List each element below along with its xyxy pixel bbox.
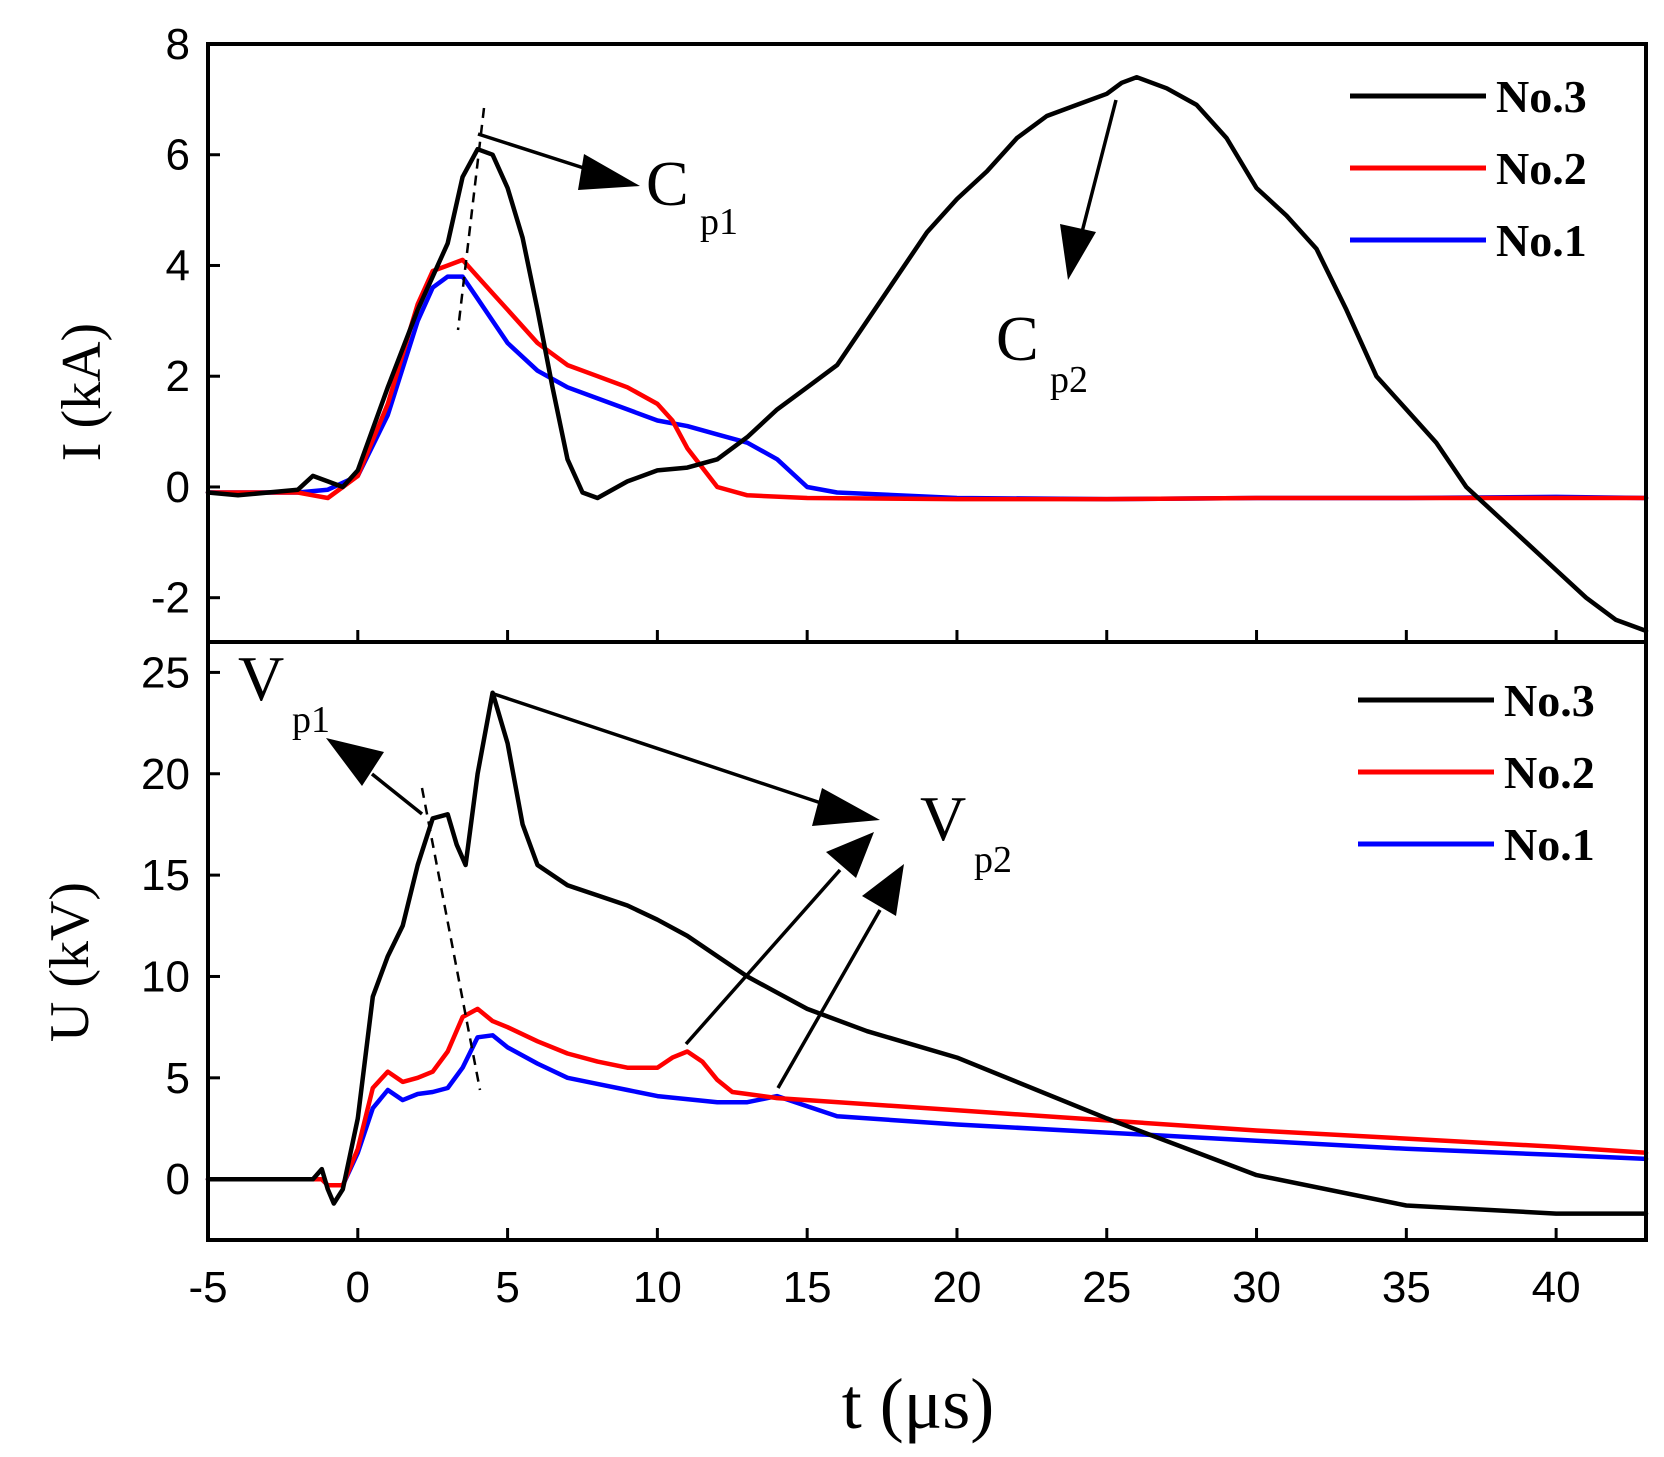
legend-label-no2: No.2 bbox=[1496, 143, 1587, 194]
current-panel-ytick-labels: -2 0 2 4 6 8 bbox=[151, 20, 190, 623]
xtick-label: -5 bbox=[188, 1263, 227, 1312]
current-ytick-label: 8 bbox=[166, 20, 190, 69]
voltage-panel: 0 5 10 15 20 25 -5 0 5 10 15 20 25 30 35 40 V p1 V bbox=[39, 640, 1649, 1312]
xtick-label: 25 bbox=[1082, 1263, 1131, 1312]
current-panel-frame bbox=[206, 42, 1648, 644]
voltage-ytick-label: 0 bbox=[166, 1155, 190, 1204]
cp1-label-sub: p1 bbox=[700, 201, 738, 243]
current-ytick-label: 6 bbox=[166, 131, 190, 180]
cp2-label-main: C bbox=[996, 303, 1039, 374]
vp2-arrow-from-no1 bbox=[776, 864, 904, 1089]
voltage-ytick-label: 20 bbox=[141, 750, 190, 799]
current-panel-series bbox=[205, 74, 1649, 634]
current-series-no1 bbox=[205, 274, 1649, 502]
voltage-panel-ytick-labels: 0 5 10 15 20 25 bbox=[141, 648, 190, 1204]
xtick-label: 35 bbox=[1382, 1263, 1431, 1312]
xtick-label: 0 bbox=[346, 1263, 370, 1312]
x-axis-title: t (μs) bbox=[842, 1364, 995, 1444]
voltage-series-no3 bbox=[205, 690, 1649, 1216]
current-ytick-label: 2 bbox=[166, 352, 190, 401]
current-panel: -2 0 2 4 6 8 C p1 C p2 No.3 No.2 No.1 bbox=[51, 20, 1649, 644]
vp2-label: V p2 bbox=[920, 783, 1012, 881]
voltage-legend: No.3 No.2 No.1 bbox=[1358, 675, 1595, 870]
current-ytick-label: 0 bbox=[166, 463, 190, 512]
xtick-label: 30 bbox=[1232, 1263, 1281, 1312]
current-ytick-label: 4 bbox=[166, 241, 190, 290]
xtick-label: 5 bbox=[495, 1263, 519, 1312]
cp1-label: C p1 bbox=[646, 148, 738, 243]
vp2-arrow-from-no2 bbox=[684, 832, 874, 1046]
vp1-label: V p1 bbox=[238, 643, 330, 741]
voltage-ytick-label: 25 bbox=[141, 648, 190, 697]
voltage-panel-series bbox=[205, 690, 1649, 1216]
legend-label-no1: No.1 bbox=[1496, 215, 1587, 266]
voltage-axis-title: U (kV) bbox=[39, 882, 101, 1042]
vp2-arrow-from-no3 bbox=[493, 692, 880, 826]
current-series-no3 bbox=[205, 74, 1649, 634]
cp1-arrow bbox=[477, 132, 640, 190]
voltage-ytick-label: 5 bbox=[166, 1054, 190, 1103]
current-axis-title: I (kA) bbox=[51, 323, 113, 461]
voltage-panel-frame bbox=[206, 640, 1648, 1242]
current-ytick-label: -2 bbox=[151, 574, 190, 623]
xtick-label: 10 bbox=[633, 1263, 682, 1312]
current-legend: No.3 No.2 No.1 bbox=[1350, 71, 1587, 266]
xtick-label: 20 bbox=[932, 1263, 981, 1312]
cp1-label-main: C bbox=[646, 148, 689, 219]
legend-label-no1-b: No.1 bbox=[1504, 819, 1595, 870]
vp2-label-main: V bbox=[920, 783, 966, 854]
cp2-label-sub: p2 bbox=[1050, 359, 1088, 401]
legend-label-no2-b: No.2 bbox=[1504, 747, 1595, 798]
vp1-label-main: V bbox=[238, 643, 284, 714]
voltage-ytick-label: 15 bbox=[141, 851, 190, 900]
vp1-arrow bbox=[326, 738, 424, 816]
xtick-labels: -5 0 5 10 15 20 25 30 35 40 bbox=[188, 1263, 1580, 1312]
cp1-peak-guide bbox=[456, 107, 486, 331]
current-series-no2 bbox=[205, 257, 1649, 502]
legend-label-no3-b: No.3 bbox=[1504, 675, 1595, 726]
voltage-series-no2 bbox=[205, 1006, 1649, 1188]
xtick-label: 15 bbox=[783, 1263, 832, 1312]
legend-label-no3: No.3 bbox=[1496, 71, 1587, 122]
xtick-label: 40 bbox=[1532, 1263, 1581, 1312]
vp1-label-sub: p1 bbox=[292, 699, 330, 741]
vp2-label-sub: p2 bbox=[974, 839, 1012, 881]
voltage-ytick-label: 10 bbox=[141, 952, 190, 1001]
cp2-arrow bbox=[1060, 99, 1118, 280]
cp2-label: C p2 bbox=[996, 303, 1088, 401]
voltage-panel-ticks bbox=[206, 670, 1558, 1240]
vp1-peak-guide bbox=[420, 787, 482, 1091]
